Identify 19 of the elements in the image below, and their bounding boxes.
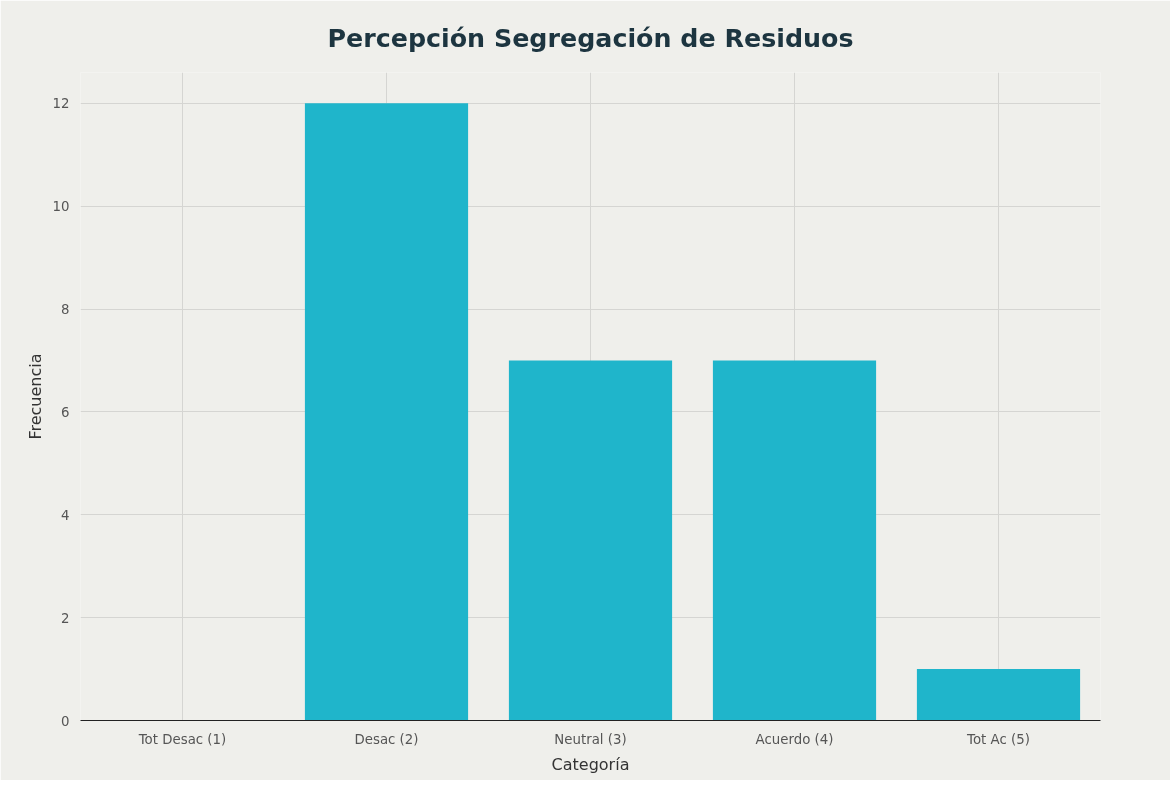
y-tick-label: 4 — [61, 507, 70, 523]
x-axis-title: Categoría — [551, 754, 630, 774]
x-tick-label: Acuerdo (4) — [755, 731, 834, 747]
y-tick-label: 12 — [52, 96, 70, 112]
y-axis-title: Frecuencia — [25, 353, 45, 440]
x-tick-label: Neutral (3) — [554, 731, 627, 747]
y-tick-label: 0 — [61, 713, 70, 729]
bar — [712, 360, 877, 721]
x-tick-label: Tot Ac (5) — [966, 731, 1030, 747]
y-tick-label: 10 — [52, 199, 70, 215]
x-tick-label: Desac (2) — [354, 731, 419, 747]
bar — [916, 669, 1081, 721]
chart-title: Percepción Segregación de Residuos — [327, 22, 854, 53]
bar — [508, 360, 673, 721]
y-tick-label: 8 — [61, 302, 70, 318]
y-tick-label: 6 — [61, 404, 70, 420]
x-tick-label: Tot Desac (1) — [137, 731, 227, 747]
y-tick-label: 2 — [61, 610, 70, 626]
bar — [304, 103, 469, 721]
